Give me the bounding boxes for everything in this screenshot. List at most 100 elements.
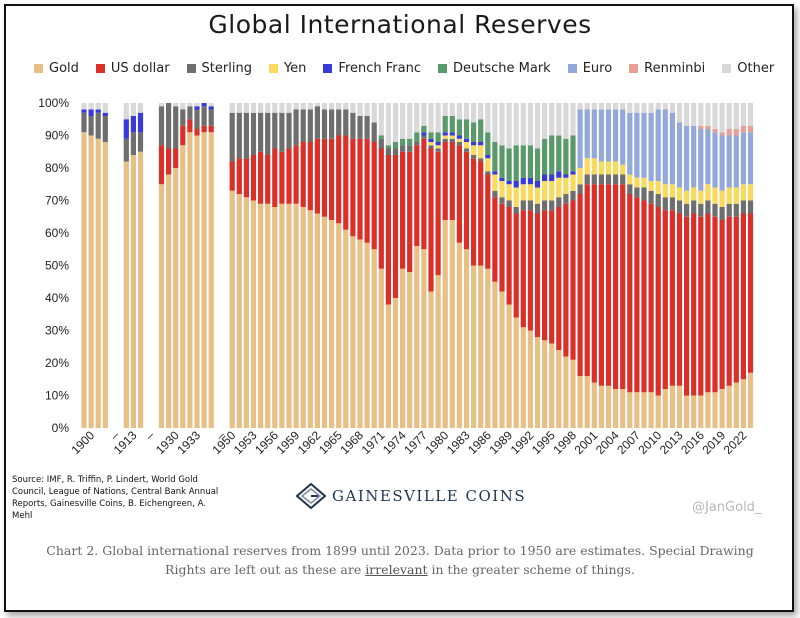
bar-segment-gold-1984: [471, 265, 477, 428]
bar-segment-other-1993: [534, 103, 541, 149]
bar-segment-french-franc-1995: [549, 174, 555, 181]
bar-segment-us-dollar-1964: [329, 138, 335, 220]
bar-segment-euro-2003: [605, 109, 612, 162]
legend-item-yen: Yen: [268, 61, 306, 76]
bar-segment-gold-1913: [130, 155, 136, 428]
legend-swatch-french-franc: [323, 63, 333, 73]
bar-segment-yen-1995: [549, 181, 555, 201]
bar-segment-us-dollar-1959: [293, 145, 299, 204]
bar-segment-gold-2001: [591, 382, 597, 428]
bar-segment-us-dollar-1962: [314, 138, 320, 214]
bar-segment-us-dollar-1935: [208, 125, 214, 133]
bar-segment-other-1967: [350, 103, 356, 113]
bar-segment-other-1913: [130, 103, 136, 116]
bar-segment-yen-1994: [542, 181, 548, 201]
bar-segment-gold-1993: [534, 337, 541, 428]
bar-segment-gold-1932: [187, 132, 193, 428]
bar-segment-us-dollar-1997: [563, 203, 569, 357]
bar-segment-gold-2019: [719, 389, 725, 428]
bar-segment-sterling-1977: [421, 135, 427, 139]
bar-segment-gold-1974: [400, 268, 406, 428]
bar-segment-french-franc-1984: [471, 142, 477, 146]
bar-1983: [463, 103, 470, 428]
bar-segment-deutsche-mark-1972: [385, 145, 391, 149]
bar-segment-us-dollar-2015: [691, 213, 697, 396]
bar-segment-other-1932: [187, 103, 193, 107]
bar-1976: [414, 103, 420, 428]
bar-2002: [598, 103, 604, 428]
bar-2001: [591, 103, 597, 428]
bar-segment-other-1955: [265, 103, 271, 113]
bar-segment-gold-2010: [655, 395, 661, 428]
bar-segment-gold-1957: [279, 203, 285, 428]
bar-segment-yen-1989: [506, 184, 512, 201]
bar-segment-gold-1978: [428, 291, 434, 428]
bar-segment-sterling-1914: [137, 132, 144, 152]
legend-item-sterling: Sterling: [186, 61, 252, 76]
bar-segment-us-dollar-2002: [598, 184, 604, 386]
bar-segment-yen-2011: [662, 184, 668, 198]
bar-segment-us-dollar-1931: [180, 125, 186, 146]
bar-segment-gold-1931: [180, 145, 186, 428]
legend-item-renminbi: Renminbi: [629, 61, 705, 76]
bar-1978: [428, 103, 434, 428]
bar-segment-us-dollar-1970: [371, 142, 377, 250]
caption-link-irrelevant[interactable]: irrelevant: [365, 562, 428, 577]
bar-segment-sterling-1899: [81, 112, 87, 133]
bar-segment-gold-2022: [740, 379, 746, 428]
bar-segment-us-dollar-2022: [740, 213, 746, 380]
bar-segment-sterling-1902: [102, 116, 108, 142]
source-note: Source: IMF, R. Triffin, P. Lindert, Wor…: [12, 475, 219, 521]
bar-segment-french-franc-1978: [428, 138, 434, 142]
bar-segment-us-dollar-1990: [513, 213, 519, 318]
bar-segment-euro-2018: [712, 132, 718, 188]
bar-segment-us-dollar-2007: [634, 197, 640, 393]
bar-segment-other-2007: [634, 103, 640, 113]
bar-segment-deutsche-mark-1987: [492, 142, 498, 172]
bar-segment-us-dollar-1932: [187, 119, 193, 133]
bar-segment-gold-1958: [286, 203, 292, 428]
bar-1950: [229, 103, 235, 428]
bar-segment-yen-2001: [591, 158, 597, 175]
bar-segment-sterling-2009: [648, 190, 654, 204]
bar-segment-gold-2023: [747, 372, 754, 428]
bar-segment-deutsche-mark-1994: [542, 138, 548, 175]
bar-segment-deutsche-mark-1985: [478, 119, 484, 142]
bar-segment-gold-1900: [88, 135, 94, 428]
bar-segment-us-dollar-2016: [698, 216, 704, 396]
bar-1990: [513, 103, 519, 428]
bar-segment-other-1966: [343, 103, 349, 110]
bar-segment-gold-1933: [194, 135, 200, 428]
bar-segment-other-1995: [549, 103, 555, 136]
bar-segment-yen-2022: [740, 184, 746, 201]
bar-segment-other-2002: [598, 103, 604, 110]
bar-segment-gold-1952: [243, 197, 249, 428]
bar-segment-sterling-1961: [307, 109, 313, 142]
bar-segment-us-dollar-2012: [669, 210, 675, 386]
bar-segment-sterling-1952: [243, 112, 249, 159]
bar-segment-deutsche-mark-1998: [570, 135, 576, 172]
bar-segment-other-1901: [95, 103, 101, 110]
bar-segment-other-1965: [336, 103, 342, 110]
bar-segment-euro-2004: [613, 109, 619, 162]
bar-segment-yen-1985: [478, 145, 484, 159]
stacked-bar-chart: 0% 10% 20% 30% 40% 50% 60% 70% 80% 90% 100% 1900 – 19…: [38, 96, 754, 457]
bar-segment-us-dollar-1930: [173, 148, 179, 168]
legend-label-euro: Euro: [582, 60, 613, 76]
bar-segment-sterling-1976: [414, 142, 420, 146]
bar-segment-other-1914: [137, 103, 144, 113]
bar-segment-sterling-2023: [747, 200, 754, 214]
bar-segment-gold-1965: [336, 223, 342, 428]
bar-segment-yen-1984: [471, 145, 477, 155]
bar-segment-yen-1979: [435, 145, 441, 149]
bar-segment-sterling-1963: [321, 109, 328, 139]
bar-1975: [407, 103, 413, 428]
bar-segment-other-1933: [194, 103, 200, 107]
bar-segment-gold-1964: [329, 220, 335, 428]
bar-segment-sterling-2004: [613, 174, 619, 185]
bar-segment-sterling-2022: [740, 200, 746, 214]
bar-1995: [549, 103, 555, 428]
bar-segment-us-dollar-1952: [243, 158, 249, 198]
bar-segment-us-dollar-1981: [449, 142, 455, 220]
bar-segment-french-franc-1986: [485, 155, 491, 159]
